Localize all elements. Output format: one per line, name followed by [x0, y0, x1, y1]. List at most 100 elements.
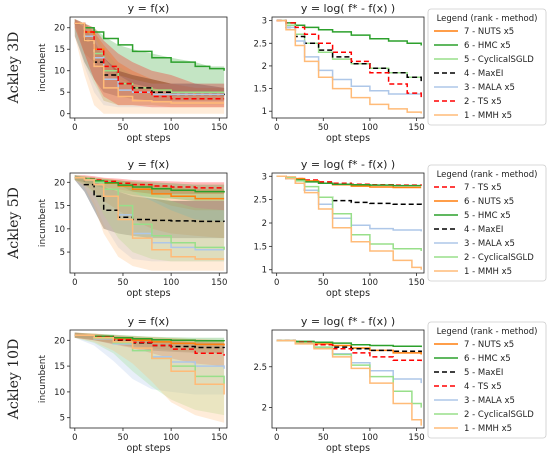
y-axis-label: incumbent	[38, 43, 48, 92]
row-label: Ackley 10D	[6, 339, 22, 421]
legend: Legend (rank - method) 7 - NUTS x5 6 - HMC…	[427, 321, 547, 439]
confidence-band	[74, 332, 225, 367]
series-line	[74, 334, 225, 395]
x-tick-label: 100	[163, 278, 179, 288]
axes-frame	[271, 329, 425, 429]
x-tick-label: 150	[211, 123, 227, 133]
plot-area	[74, 19, 225, 114]
x-axis-label: opt steps	[126, 443, 170, 454]
x-axis-label: opt steps	[126, 133, 170, 144]
panel: y = f(x) 0 50 100 150 5 10 15 20 opt steps incumbe…	[6, 315, 227, 454]
y-axis-label: incumbent	[38, 354, 48, 403]
legend: Legend (rank - method) 7 - NUTS x5 6 - HMC…	[427, 8, 547, 126]
y-tick-label: 2	[262, 219, 267, 229]
y-tick-label: 15	[54, 362, 65, 372]
series-line	[276, 175, 422, 270]
legend-entry: 5 - CyclicalSGLD	[464, 55, 534, 65]
x-tick-label: 150	[211, 433, 227, 443]
confidence-band	[74, 332, 225, 423]
series-line	[74, 22, 225, 104]
x-axis-label: opt steps	[126, 288, 170, 299]
series-line	[276, 175, 422, 251]
x-axis-label: opt steps	[326, 288, 370, 299]
plot-area	[276, 175, 422, 270]
x-tick-label: 50	[318, 123, 329, 133]
plot-area	[74, 332, 225, 423]
x-tick-label: 50	[118, 433, 129, 443]
legend-title: Legend (rank - method)	[437, 327, 538, 337]
panel: y = log( f* - f(x) ) 0 50 100 150 1 1.5 2 2.5 3 op…	[253, 2, 547, 144]
series-line	[74, 334, 225, 342]
x-tick-label: 100	[362, 278, 378, 288]
confidence-band	[74, 175, 225, 239]
y-tick-label: 2.5	[253, 39, 267, 49]
y-tick-label: 0	[60, 110, 65, 120]
panel-title: y = f(x)	[128, 315, 170, 328]
confidence-band	[74, 19, 225, 108]
legend-entry: 6 - HMC x5	[464, 41, 511, 51]
legend-entry: 1 - MMH x5	[464, 424, 512, 434]
legend-entry: 4 - MaxEI	[464, 225, 503, 235]
x-axis-label: opt steps	[326, 133, 370, 144]
x-tick-label: 0	[274, 433, 279, 443]
confidence-band	[74, 175, 225, 239]
x-tick-label: 100	[163, 123, 179, 133]
confidence-band	[74, 19, 225, 101]
confidence-band	[74, 19, 225, 114]
panel: y = f(x) 0 50 100 150 0 5 10 15 20 opt steps incumb…	[6, 2, 227, 144]
legend-entry: 2 - CyclicalSGLD	[464, 253, 534, 263]
legend-entry: 1 - MMH x5	[464, 267, 512, 277]
y-tick-label: 1	[262, 266, 267, 276]
panel-title: y = f(x)	[128, 158, 170, 171]
panel: y = log( f* - f(x) ) 0 50 100 150 1 1.5 2 2.5 3 op…	[253, 158, 547, 299]
confidence-band	[74, 19, 225, 97]
axes-frame	[69, 329, 228, 429]
x-tick-label: 150	[211, 278, 227, 288]
legend-entry: 7 - TS x5	[464, 183, 502, 193]
series-line	[74, 22, 225, 96]
legend-entry: 7 - NUTS x5	[464, 340, 514, 350]
legend-entry: 2 - CyclicalSGLD	[464, 410, 534, 420]
legend: Legend (rank - method) 7 - TS x5 6 - NUTS …	[427, 164, 547, 282]
x-tick-label: 150	[408, 433, 424, 443]
x-tick-label: 0	[72, 278, 77, 288]
legend-entry: 6 - NUTS x5	[464, 197, 514, 207]
y-tick-label: 2	[262, 62, 267, 72]
y-tick-label: 1	[262, 107, 267, 117]
x-tick-label: 100	[362, 123, 378, 133]
x-tick-label: 150	[408, 278, 424, 288]
row-label: Ackley 3D	[6, 32, 22, 105]
legend-box	[427, 321, 547, 439]
series-line	[276, 339, 422, 408]
series-line	[276, 339, 422, 426]
series-line	[276, 19, 422, 46]
legend-entry: 5 - MaxEI	[464, 368, 503, 378]
panel-title: y = log( f* - f(x) )	[301, 315, 395, 328]
y-tick-label: 1.5	[253, 242, 267, 252]
x-tick-label: 50	[318, 278, 329, 288]
legend-entry: 3 - MALA x5	[464, 83, 515, 93]
confidence-band	[74, 19, 225, 108]
confidence-band	[74, 332, 225, 395]
panel-title: y = f(x)	[128, 2, 170, 15]
panel: y = f(x) 0 50 100 150 5 10 15 20 opt steps incumbe…	[6, 158, 227, 299]
series-line	[276, 339, 422, 348]
y-tick-label: 20	[54, 178, 65, 188]
legend-entry: 3 - MALA x5	[464, 396, 515, 406]
y-tick-label: 5	[60, 414, 65, 424]
x-tick-label: 0	[274, 278, 279, 288]
series-line	[74, 176, 225, 260]
series-line	[276, 19, 422, 80]
y-tick-label: 5	[60, 88, 65, 98]
y-tick-label: 2	[262, 404, 267, 414]
y-tick-label: 10	[54, 388, 65, 398]
axes-frame	[69, 172, 228, 274]
x-tick-label: 150	[408, 123, 424, 133]
y-tick-label: 20	[54, 336, 65, 346]
legend-entry: 6 - HMC x5	[464, 354, 511, 364]
y-tick-label: 20	[54, 24, 65, 34]
legend-entry: 3 - MALA x5	[464, 239, 515, 249]
series-line	[276, 19, 422, 114]
y-tick-label: 2.5	[253, 363, 267, 373]
